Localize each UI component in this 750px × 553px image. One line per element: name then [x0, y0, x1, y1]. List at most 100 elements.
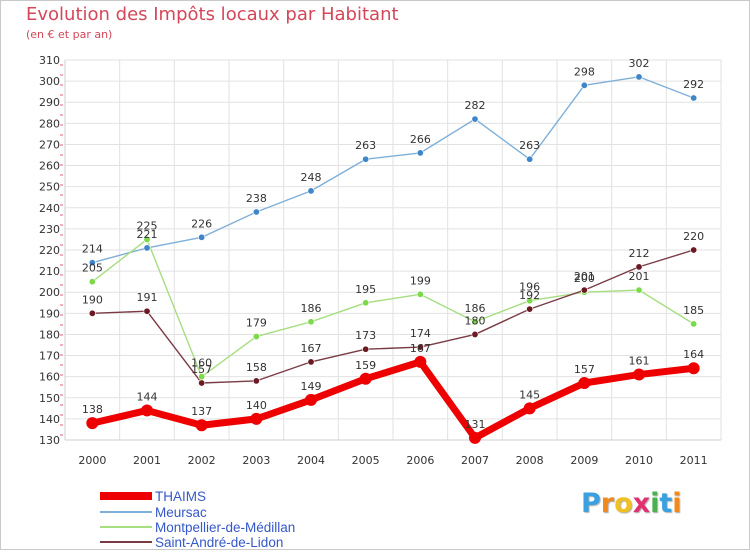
x-tick-label: 2011: [680, 454, 708, 467]
x-tick-label: 2009: [570, 454, 598, 467]
point-meursac: [362, 155, 370, 163]
data-label-thaims: 164: [683, 348, 704, 361]
point-saint-andre-de-lidon: [252, 377, 260, 385]
x-tick-label: 2002: [188, 454, 216, 467]
logo-letter: t: [659, 488, 673, 519]
data-label-saint-andre-de-lidon: 173: [355, 329, 376, 342]
point-saint-andre-de-lidon: [362, 345, 370, 353]
y-tick-label: 250: [39, 181, 60, 194]
y-tick-label: 210: [39, 265, 60, 278]
y-tick-label: 200: [39, 286, 60, 299]
data-label-thaims: 138: [82, 403, 103, 416]
legend-label-thaims: THAIMS: [155, 489, 207, 504]
proxiti-logo: Proxiti: [581, 488, 682, 519]
y-tick-label: 170: [39, 350, 60, 363]
point-thaims: [359, 372, 372, 385]
point-saint-andre-de-lidon: [143, 307, 151, 315]
point-saint-andre-de-lidon: [88, 309, 96, 317]
point-montpellier-de-medillan: [362, 299, 370, 307]
point-meursac: [526, 155, 534, 163]
y-tick-label: 140: [39, 413, 60, 426]
logo-letter: i: [650, 488, 660, 519]
y-tick-label: 300: [39, 75, 60, 88]
x-tick-label: 2008: [516, 454, 544, 467]
y-tick-label: 310: [39, 54, 60, 67]
point-meursac: [471, 115, 479, 123]
point-montpellier-de-medillan: [143, 235, 151, 243]
logo-letter: P: [581, 488, 601, 519]
point-meursac: [416, 149, 424, 157]
x-tick-label: 2010: [625, 454, 653, 467]
series-lines: [88, 76, 698, 442]
data-label-montpellier-de-medillan: 179: [246, 317, 267, 330]
data-label-saint-andre-de-lidon: 190: [82, 293, 103, 306]
logo-letter: x: [632, 488, 651, 519]
y-tick-label: 280: [39, 117, 60, 130]
data-label-meursac: 302: [629, 57, 650, 70]
data-label-meursac: 263: [355, 139, 376, 152]
legend-label-meursac: Meursac: [155, 505, 207, 520]
legend-label-montpellier: Montpellier-de-Médillan: [155, 520, 296, 535]
chart-subtitle: (en € et par an): [26, 28, 113, 41]
point-montpellier-de-medillan: [252, 333, 260, 341]
point-saint-andre-de-lidon: [416, 343, 424, 351]
data-label-montpellier-de-medillan: 225: [137, 219, 158, 232]
point-meursac: [635, 73, 643, 81]
point-montpellier-de-medillan: [690, 320, 698, 328]
point-thaims: [523, 402, 536, 415]
point-montpellier-de-medillan: [88, 278, 96, 286]
point-saint-andre-de-lidon: [307, 358, 315, 366]
data-label-saint-andre-de-lidon: 192: [519, 289, 540, 302]
x-tick-label: 2003: [242, 454, 270, 467]
data-label-montpellier-de-medillan: 195: [355, 283, 376, 296]
data-label-meursac: 221: [137, 228, 158, 241]
y-tick-label: 180: [39, 328, 60, 341]
point-meursac: [690, 94, 698, 102]
x-tick-label: 2001: [133, 454, 161, 467]
x-tick-label: 2007: [461, 454, 489, 467]
point-thaims: [578, 377, 591, 389]
series-line-meursac: [91, 76, 695, 264]
y-tick-label: 230: [39, 223, 60, 236]
point-thaims: [687, 362, 700, 375]
point-saint-andre-de-lidon: [635, 263, 643, 271]
point-thaims: [633, 368, 645, 381]
x-tick-label: 2000: [78, 454, 106, 467]
grid: [64, 59, 722, 441]
legend-swatch-thaims: [100, 492, 152, 500]
point-montpellier-de-medillan: [526, 297, 534, 305]
data-label-montpellier-de-medillan: 185: [683, 304, 704, 317]
y-tick-label: 130: [39, 434, 60, 447]
x-tick-label: 2004: [297, 454, 325, 467]
data-label-saint-andre-de-lidon: 201: [574, 270, 595, 283]
data-label-meursac: 266: [410, 133, 431, 146]
point-meursac: [198, 233, 206, 241]
series-line-montpellier-de-medillan: [91, 238, 695, 378]
series-line-thaims: [88, 358, 698, 442]
data-label-meursac: 263: [519, 139, 540, 152]
point-thaims: [305, 393, 317, 406]
point-meursac: [143, 244, 151, 252]
data-label-meursac: 248: [301, 171, 322, 184]
point-montpellier-de-medillan: [471, 318, 479, 326]
data-label-montpellier-de-medillan: 186: [465, 302, 486, 315]
data-label-saint-andre-de-lidon: 174: [410, 327, 431, 340]
y-tick-label: 220: [39, 244, 60, 257]
series-markers: [86, 73, 700, 444]
y-tick-label: 290: [39, 96, 60, 109]
point-montpellier-de-medillan: [307, 318, 315, 326]
point-thaims: [195, 419, 208, 432]
y-tick-label: 160: [39, 371, 60, 384]
point-saint-andre-de-lidon: [526, 305, 534, 313]
point-meursac: [307, 187, 315, 195]
data-label-montpellier-de-medillan: 205: [82, 262, 103, 275]
data-label-meursac: 292: [683, 78, 704, 91]
data-label-saint-andre-de-lidon: 220: [683, 230, 704, 243]
point-thaims: [469, 431, 481, 444]
point-thaims: [414, 355, 427, 368]
data-label-thaims: 149: [301, 380, 322, 393]
point-thaims: [250, 412, 263, 425]
data-label-saint-andre-de-lidon: 180: [465, 314, 486, 327]
